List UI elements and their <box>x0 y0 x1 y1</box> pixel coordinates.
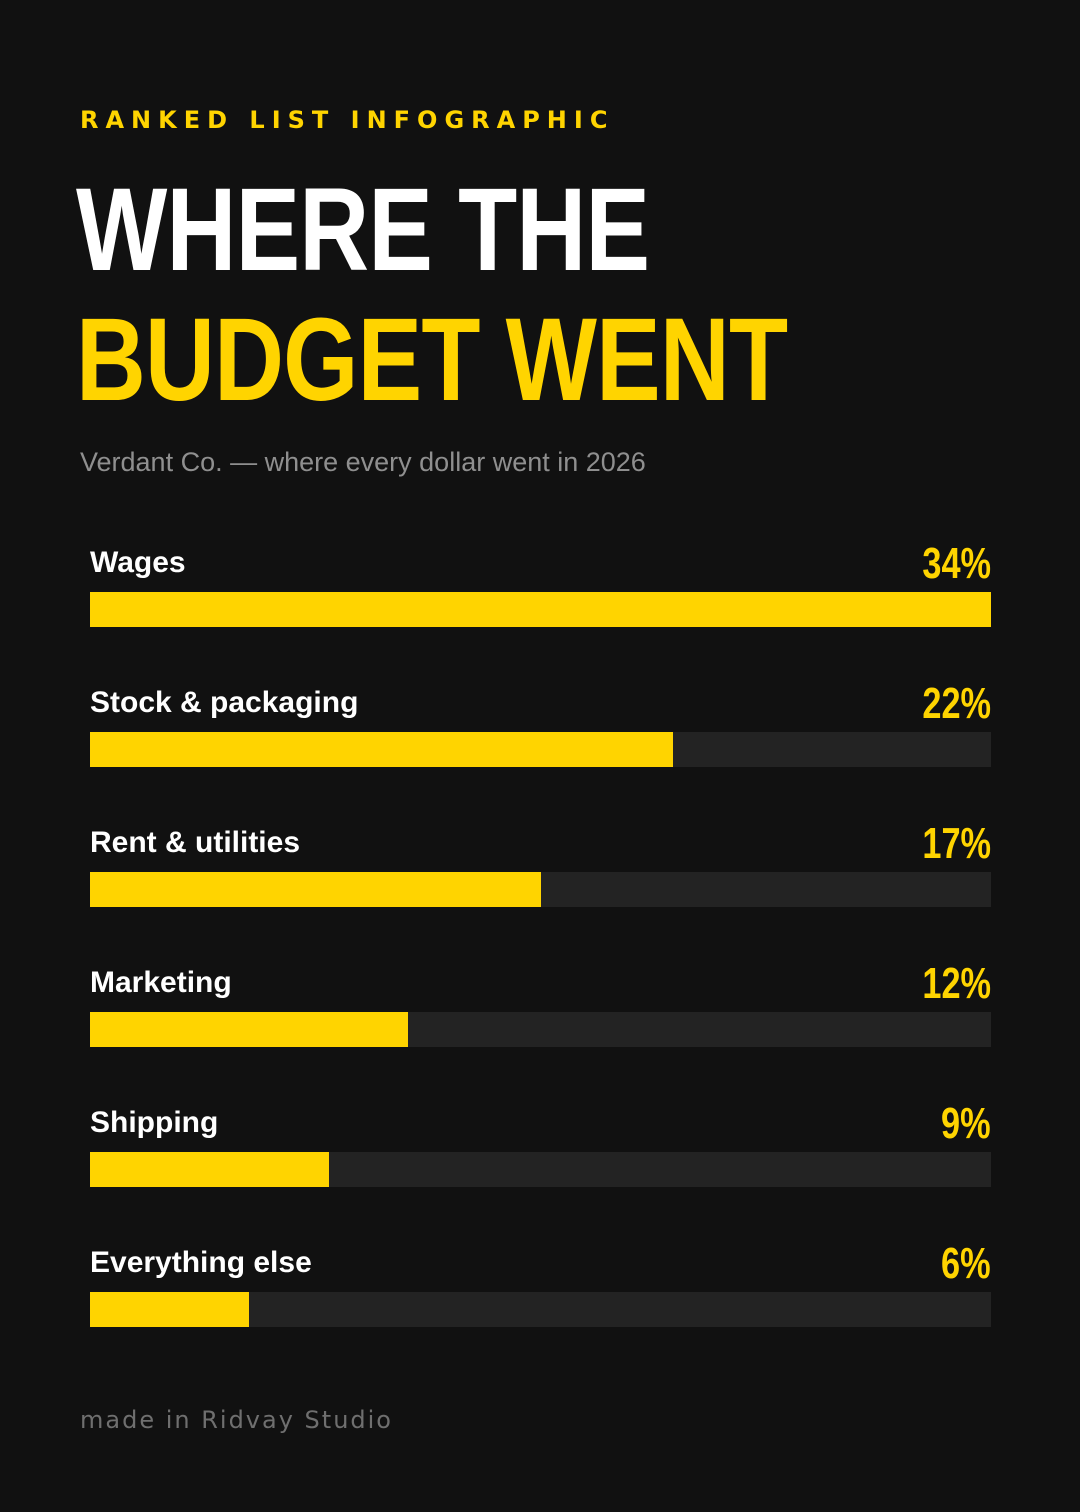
category-label: Wages <box>90 546 186 579</box>
bar-row: Marketing 12% <box>90 960 991 1100</box>
value-label: 9% <box>941 1099 991 1148</box>
bar-track <box>90 1292 991 1327</box>
title-line-2: BUDGET WENT <box>76 294 788 426</box>
bar-row: Wages 34% <box>90 540 991 680</box>
bar-track <box>90 872 991 907</box>
value-label: 6% <box>941 1239 991 1288</box>
bar-fill <box>90 592 991 627</box>
bar-track <box>90 732 991 767</box>
bar-fill <box>90 1292 249 1327</box>
subtitle: Verdant Co. — where every dollar went in… <box>80 447 646 477</box>
bar-row: Everything else 6% <box>90 1240 991 1380</box>
bar-track <box>90 1012 991 1047</box>
bar-row: Shipping 9% <box>90 1100 991 1240</box>
bar-fill <box>90 1012 408 1047</box>
page-title: WHERE THE BUDGET WENT <box>76 164 788 426</box>
title-line-1: WHERE THE <box>76 164 650 296</box>
value-label: 22% <box>922 679 991 728</box>
bar-row: Stock & packaging 22% <box>90 680 991 820</box>
bar-row: Rent & utilities 17% <box>90 820 991 960</box>
category-label: Stock & packaging <box>90 686 359 719</box>
value-label: 34% <box>922 539 991 588</box>
bar-fill <box>90 872 541 907</box>
value-label: 17% <box>922 819 991 868</box>
ranked-bar-chart: Wages 34% Stock & packaging 22% Rent & utili… <box>90 540 991 1380</box>
bar-fill <box>90 732 673 767</box>
footer-credit: made in Ridvay Studio <box>80 1406 393 1434</box>
category-label: Marketing <box>90 966 232 999</box>
category-label: Shipping <box>90 1106 219 1139</box>
value-label: 12% <box>922 959 991 1008</box>
eyebrow-label: RANKED LIST INFOGRAPHIC <box>80 106 615 134</box>
category-label: Everything else <box>90 1246 312 1279</box>
bar-fill <box>90 1152 329 1187</box>
bar-track <box>90 592 991 627</box>
bar-track <box>90 1152 991 1187</box>
category-label: Rent & utilities <box>90 826 301 859</box>
